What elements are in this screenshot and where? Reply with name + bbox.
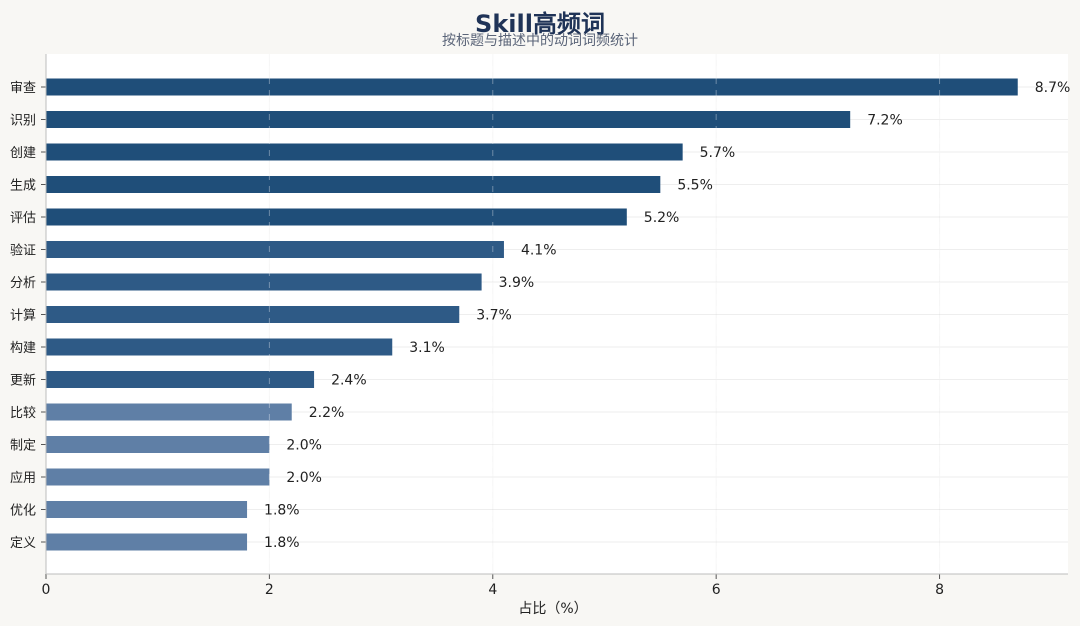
bar <box>46 338 393 356</box>
bar <box>46 78 1018 96</box>
y-tick-label: 应用 <box>10 470 36 486</box>
bar <box>46 468 270 486</box>
y-tick-label: 更新 <box>10 373 36 389</box>
y-tick-label: 验证 <box>10 243 36 259</box>
y-tick-label: 制定 <box>10 439 36 454</box>
bars <box>46 54 1018 574</box>
y-tick-label: 生成 <box>10 179 36 194</box>
data-label: 5.5% <box>677 178 713 194</box>
bar <box>46 306 460 323</box>
data-label: 1.8% <box>264 535 300 551</box>
y-tick-label: 优化 <box>10 504 36 519</box>
bar <box>46 371 315 388</box>
data-label: 2.2% <box>309 405 345 421</box>
x-tick-label: 4 <box>488 582 497 598</box>
bar <box>46 273 482 291</box>
bar <box>46 208 627 226</box>
data-label: 7.2% <box>867 113 903 129</box>
x-tick-label: 0 <box>42 582 51 598</box>
y-tick-label: 审查 <box>10 81 36 96</box>
x-tick-label: 2 <box>265 582 274 598</box>
x-tick-label: 8 <box>935 582 944 598</box>
y-tick-label: 定义 <box>10 536 36 551</box>
bar <box>46 403 292 421</box>
data-label: 3.9% <box>499 275 535 291</box>
y-tick-label: 计算 <box>10 309 36 324</box>
bar <box>46 143 683 161</box>
bar <box>46 533 248 551</box>
bar <box>46 111 851 128</box>
bar <box>46 176 661 193</box>
x-axis-label: 占比（%） <box>518 601 587 617</box>
y-tick-label: 构建 <box>10 341 36 356</box>
x-tick-label: 6 <box>712 582 721 598</box>
data-label: 3.1% <box>409 340 445 356</box>
data-label: 4.1% <box>521 243 557 259</box>
data-label: 3.7% <box>476 308 512 324</box>
data-label: 5.7% <box>700 145 736 161</box>
y-tick-label: 分析 <box>10 276 36 291</box>
x-axis-ticks: 0 2 4 6 8 <box>42 574 944 598</box>
data-label: 2.0% <box>286 438 322 454</box>
bar <box>46 241 504 258</box>
y-tick-label: 评估 <box>10 211 36 226</box>
data-label: 2.0% <box>286 470 322 486</box>
data-label: 1.8% <box>264 503 300 519</box>
bar <box>46 501 248 518</box>
y-tick-label: 识别 <box>10 114 36 129</box>
chart-title: Skill高频词 <box>475 10 605 38</box>
y-tick-label: 创建 <box>10 146 36 161</box>
y-tick-label: 比较 <box>10 406 36 421</box>
data-label: 2.4% <box>331 373 367 389</box>
data-label: 8.7% <box>1035 80 1071 96</box>
value-labels: 8.7% 7.2% 5.7% 5.5% 5.2% 4.1% 3.9% 3.7% 3.1% 2.4%… <box>264 80 1070 551</box>
data-label: 5.2% <box>644 210 680 226</box>
chart-subtitle: 按标题与描述中的动词词频统计 <box>442 33 638 49</box>
bar <box>46 436 270 453</box>
